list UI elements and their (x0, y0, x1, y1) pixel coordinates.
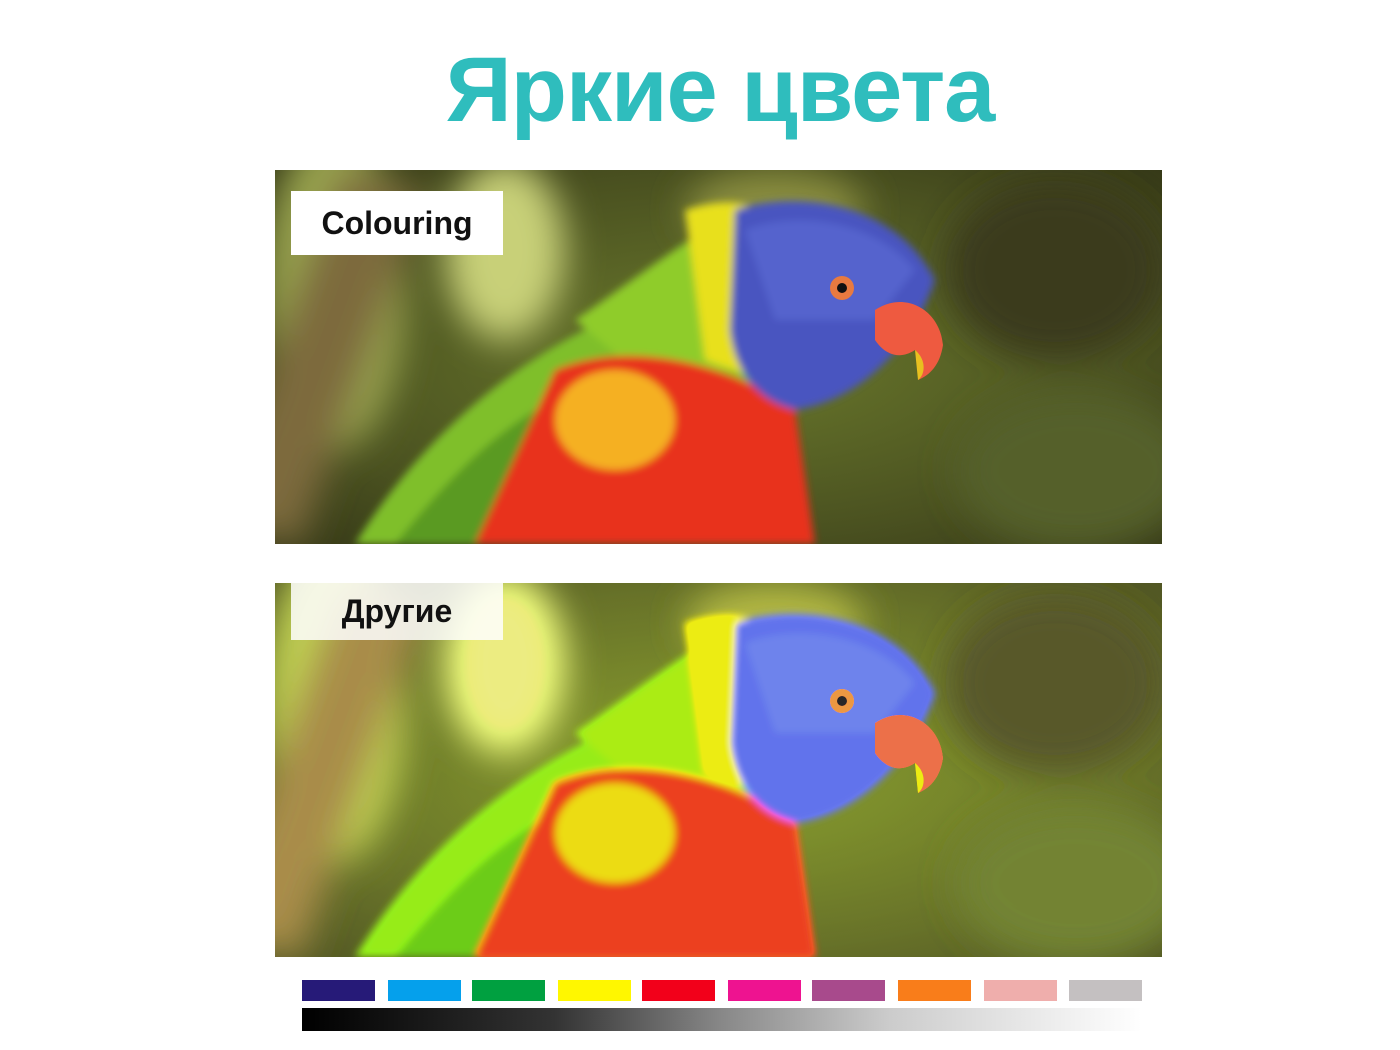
color-swatch (1069, 980, 1142, 1001)
grayscale-bar (302, 1008, 1142, 1031)
color-swatch (642, 980, 715, 1001)
parrot-image (275, 170, 1162, 544)
photo-other: Другие (275, 583, 1162, 957)
color-swatch (812, 980, 885, 1001)
parrot-image (275, 583, 1162, 957)
color-swatch (728, 980, 801, 1001)
panel-label: Другие (291, 583, 503, 640)
panel-label: Colouring (291, 191, 503, 255)
color-swatch (558, 980, 631, 1001)
page-title: Яркие цвета (445, 39, 996, 141)
photo-colouring: Colouring (275, 170, 1162, 544)
color-swatch (898, 980, 971, 1001)
color-swatch (472, 980, 545, 1001)
color-swatch (302, 980, 375, 1001)
color-swatch (388, 980, 461, 1001)
color-swatch (984, 980, 1057, 1001)
